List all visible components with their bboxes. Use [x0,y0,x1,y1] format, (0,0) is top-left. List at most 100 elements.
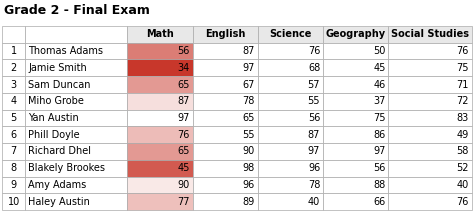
Bar [192,177,258,193]
Text: 76: 76 [177,130,190,140]
Text: 52: 52 [456,163,469,173]
Text: 1: 1 [11,46,17,56]
Bar [323,110,389,126]
Bar [128,143,192,160]
Text: 66: 66 [373,197,385,207]
Bar [192,76,258,93]
Bar [258,110,323,126]
Bar [389,76,472,93]
Bar [26,160,128,177]
Bar [258,160,323,177]
Bar [389,26,472,43]
Text: 56: 56 [308,113,320,123]
Text: 45: 45 [373,63,385,73]
Bar [323,59,389,76]
Text: 97: 97 [308,146,320,156]
Bar [2,193,26,210]
Text: Yan Austin: Yan Austin [28,113,79,123]
Bar [389,43,472,59]
Bar [128,177,192,193]
Text: 88: 88 [373,180,385,190]
Text: 75: 75 [373,113,385,123]
Bar [323,143,389,160]
Bar [2,59,26,76]
Bar [192,59,258,76]
Text: 7: 7 [10,146,17,156]
Bar [128,59,192,76]
Text: 83: 83 [457,113,469,123]
Text: 76: 76 [308,46,320,56]
Text: 76: 76 [456,46,469,56]
Text: 87: 87 [243,46,255,56]
Bar [128,26,192,43]
Bar [2,177,26,193]
Bar [192,110,258,126]
Bar [389,160,472,177]
Bar [389,193,472,210]
Bar [192,143,258,160]
Bar [128,43,192,59]
Bar [128,160,192,177]
Text: 72: 72 [456,96,469,106]
Bar [26,76,128,93]
Bar [2,126,26,143]
Text: 68: 68 [308,63,320,73]
Bar [26,43,128,59]
Bar [192,26,258,43]
Bar [26,177,128,193]
Text: 98: 98 [243,163,255,173]
Text: Geography: Geography [326,29,386,39]
Bar [258,143,323,160]
Text: 77: 77 [177,197,190,207]
Bar [389,177,472,193]
Bar [128,110,192,126]
Bar [258,43,323,59]
Text: 75: 75 [456,63,469,73]
Bar [2,110,26,126]
Text: Social Studies: Social Studies [391,29,469,39]
Text: 78: 78 [308,180,320,190]
Text: 6: 6 [11,130,17,140]
Text: 3: 3 [11,80,17,89]
Bar [323,93,389,110]
Bar [2,76,26,93]
Text: 89: 89 [243,197,255,207]
Bar [2,143,26,160]
Text: 8: 8 [11,163,17,173]
Bar [192,93,258,110]
Text: English: English [205,29,246,39]
Text: Sam Duncan: Sam Duncan [28,80,91,89]
Bar [258,76,323,93]
Text: 65: 65 [177,146,190,156]
Text: 96: 96 [308,163,320,173]
Text: 37: 37 [373,96,385,106]
Bar [192,160,258,177]
Text: 57: 57 [308,80,320,89]
Text: 34: 34 [177,63,190,73]
Text: 9: 9 [11,180,17,190]
Text: 90: 90 [177,180,190,190]
Bar [323,126,389,143]
Text: 65: 65 [243,113,255,123]
Bar [258,26,323,43]
Text: 2: 2 [10,63,17,73]
Text: 76: 76 [456,197,469,207]
Text: 86: 86 [373,130,385,140]
Bar [2,93,26,110]
Text: Jamie Smith: Jamie Smith [28,63,87,73]
Bar [389,93,472,110]
Bar [26,143,128,160]
Bar [258,177,323,193]
Bar [389,143,472,160]
Text: 55: 55 [242,130,255,140]
Text: 56: 56 [373,163,385,173]
Bar [26,59,128,76]
Bar [323,76,389,93]
Bar [258,126,323,143]
Text: 96: 96 [243,180,255,190]
Text: 97: 97 [177,113,190,123]
Bar [258,93,323,110]
Text: 46: 46 [373,80,385,89]
Bar [26,93,128,110]
Bar [128,76,192,93]
